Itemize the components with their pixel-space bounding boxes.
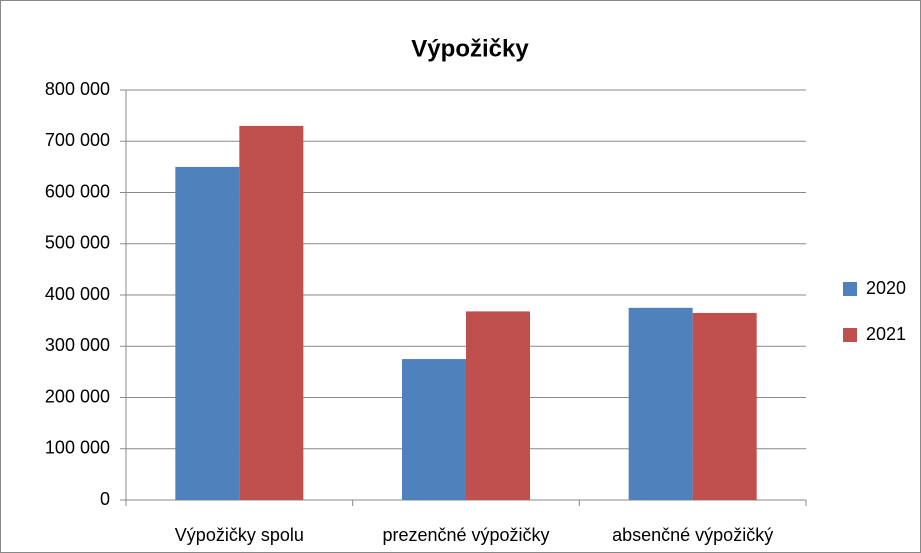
y-tick-label: 600 000 xyxy=(45,181,110,201)
y-tick-label: 200 000 xyxy=(45,386,110,406)
chart-title: Výpožičky xyxy=(411,35,529,62)
x-tick-label: absenčné výpožičký xyxy=(612,525,773,545)
x-tick-label: Výpožičky spolu xyxy=(175,525,304,545)
legend-swatch xyxy=(843,282,857,296)
y-tick-label: 0 xyxy=(100,489,110,509)
y-tick-label: 400 000 xyxy=(45,284,110,304)
y-tick-label: 700 000 xyxy=(45,130,110,150)
legend-label: 2021 xyxy=(866,324,906,344)
x-tick-label: prezenčné výpožičky xyxy=(382,525,549,545)
y-tick-label: 500 000 xyxy=(45,233,110,253)
bar xyxy=(175,166,240,500)
y-tick-label: 800 000 xyxy=(45,79,110,99)
bar xyxy=(239,125,304,500)
bar xyxy=(628,307,693,500)
y-tick-label: 100 000 xyxy=(45,438,110,458)
y-tick-label: 300 000 xyxy=(45,335,110,355)
bar xyxy=(692,312,757,500)
bar xyxy=(466,311,530,500)
legend-swatch xyxy=(843,328,857,342)
bar xyxy=(402,359,466,500)
legend-label: 2020 xyxy=(866,278,906,298)
